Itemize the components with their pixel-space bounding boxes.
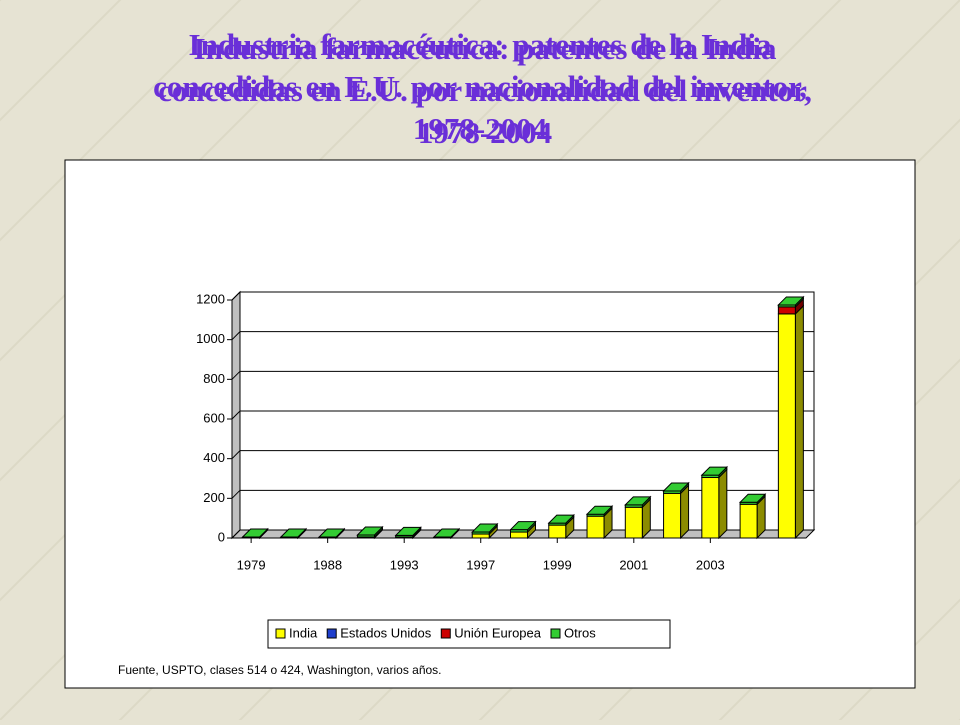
legend-label: Unión Europea <box>454 625 541 640</box>
y-tick-label: 1000 <box>196 331 225 346</box>
bar-segment <box>625 507 642 538</box>
bar-segment <box>511 532 528 538</box>
y-tick-label: 0 <box>218 529 225 544</box>
title-line: 1978-2004 <box>413 111 547 146</box>
legend-swatch <box>276 629 285 638</box>
y-tick-label: 600 <box>203 410 225 425</box>
y-tick-label: 200 <box>203 490 225 505</box>
title-line: Industria farmacéutica: patentes de la I… <box>189 27 772 62</box>
legend-swatch <box>327 629 336 638</box>
plot: 0 200 400 600 800 1000 1200 1979 1988 1993 1997 199… <box>196 291 814 572</box>
bar-segment <box>472 534 489 538</box>
x-tick-label: 1988 <box>313 557 342 572</box>
bar-segment <box>664 493 681 538</box>
bar-segment <box>587 516 604 538</box>
x-tick-label: 2001 <box>619 557 648 572</box>
x-tick-label: 1999 <box>543 557 572 572</box>
title-line: concedidas en E.U. por nacionalidad del … <box>153 69 807 104</box>
legend-swatch <box>551 629 560 638</box>
legend-swatch <box>441 629 450 638</box>
x-tick-label: 1993 <box>390 557 419 572</box>
bar-segment <box>778 314 795 538</box>
bar-segment <box>702 478 719 538</box>
x-tick-label: 1997 <box>466 557 495 572</box>
bar-segment <box>740 504 757 538</box>
bar-segment <box>778 307 795 314</box>
bar-segment <box>549 525 566 538</box>
legend-label: India <box>289 625 318 640</box>
source-note: Fuente, USPTO, clases 514 o 424, Washing… <box>118 663 442 677</box>
y-tick-label: 1200 <box>196 291 225 306</box>
bar-side <box>681 485 689 538</box>
bar-side <box>795 306 803 538</box>
y-tick-label: 400 <box>203 450 225 465</box>
legend-label: Otros <box>564 625 596 640</box>
bar-side <box>719 470 727 538</box>
x-tick-label: 2003 <box>696 557 725 572</box>
x-tick-label: 1979 <box>237 557 266 572</box>
legend-label: Estados Unidos <box>340 625 432 640</box>
y-tick-label: 800 <box>203 371 225 386</box>
